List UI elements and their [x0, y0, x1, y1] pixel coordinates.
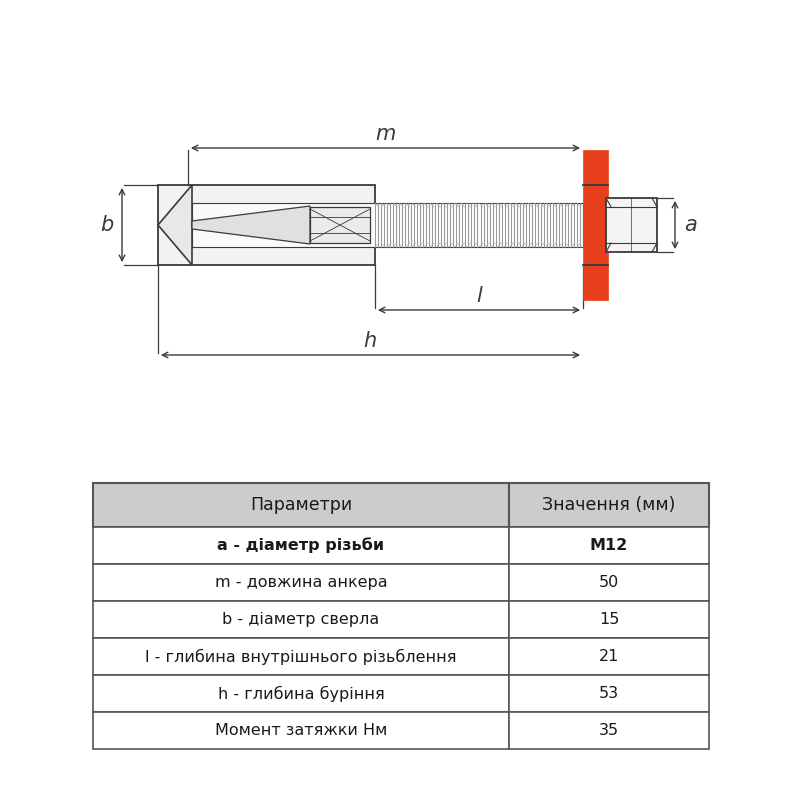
Text: a - діаметр різьби: a - діаметр різьби	[218, 538, 385, 554]
Text: 50: 50	[599, 575, 619, 590]
Bar	[93, 564, 509, 601]
Bar	[509, 601, 709, 638]
Polygon shape	[158, 185, 192, 265]
Text: a: a	[685, 215, 698, 235]
Text: b - діаметр сверла: b - діаметр сверла	[222, 612, 380, 627]
Bar	[192, 203, 583, 247]
Bar	[93, 527, 509, 564]
Text: h - глибина буріння: h - глибина буріння	[218, 686, 384, 702]
Bar	[509, 483, 709, 527]
Bar	[93, 638, 509, 675]
Text: b: b	[100, 215, 114, 235]
Text: m: m	[375, 124, 395, 144]
Text: Момент затяжки Нм: Момент затяжки Нм	[215, 723, 387, 738]
Text: 35: 35	[599, 723, 619, 738]
Bar	[509, 675, 709, 712]
Text: 53: 53	[599, 686, 619, 701]
Bar	[583, 150, 608, 300]
Bar	[93, 483, 509, 527]
Bar	[606, 198, 657, 252]
Bar	[93, 675, 509, 712]
Bar	[509, 712, 709, 749]
Bar	[509, 564, 709, 601]
Text: l: l	[476, 286, 482, 306]
Bar	[509, 638, 709, 675]
Text: M12: M12	[590, 538, 628, 553]
Bar	[93, 712, 509, 749]
Text: 21: 21	[599, 649, 619, 664]
Text: h: h	[363, 331, 377, 351]
Bar	[93, 601, 509, 638]
Bar	[509, 527, 709, 564]
Text: l - глибина внутрішнього різьблення: l - глибина внутрішнього різьблення	[146, 649, 457, 665]
Text: m - довжина анкера: m - довжина анкера	[214, 575, 387, 590]
Bar	[310, 207, 370, 243]
Bar	[158, 185, 375, 265]
Text: 15: 15	[599, 612, 619, 627]
Text: Параметри: Параметри	[250, 496, 352, 514]
Polygon shape	[192, 206, 310, 244]
Text: Значення (мм): Значення (мм)	[542, 496, 676, 514]
